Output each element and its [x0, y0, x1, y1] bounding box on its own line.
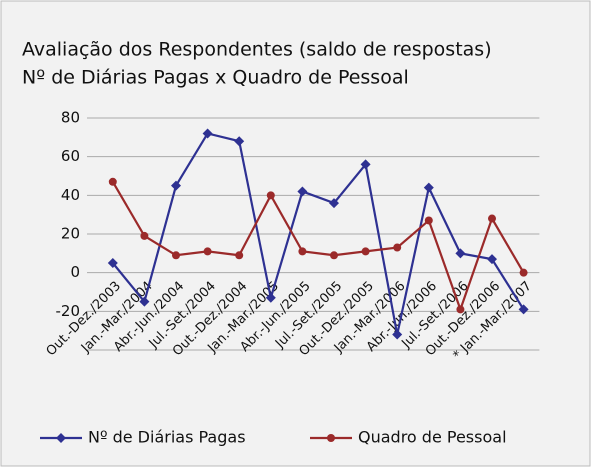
marker: [487, 254, 497, 265]
legend-marker: [327, 434, 335, 442]
marker: [298, 247, 307, 256]
y-tick-label: 20: [61, 225, 80, 243]
marker: [424, 216, 433, 225]
marker: [266, 191, 275, 200]
marker: [140, 231, 149, 240]
marker: [172, 251, 180, 260]
y-tick-label: 40: [61, 186, 80, 204]
marker: [330, 251, 338, 260]
marker: [455, 248, 466, 259]
legend-label: Quadro de Pessoal: [358, 428, 507, 447]
chart-subtitle: Nº de Diárias Pagas x Quadro de Pessoal: [22, 67, 409, 89]
legend-marker: [56, 433, 66, 443]
y-tick-label: 80: [61, 109, 80, 127]
marker: [234, 136, 245, 147]
y-tick-label: 60: [61, 147, 80, 165]
marker: [456, 305, 465, 314]
marker: [139, 296, 150, 307]
series-line: [111, 132, 525, 335]
marker: [488, 214, 496, 223]
marker: [108, 177, 117, 186]
y-tick-label: 0: [70, 263, 80, 281]
marker: [392, 329, 403, 340]
marker: [171, 180, 181, 191]
chart-title: Avaliação dos Respondentes (saldo de res…: [22, 39, 492, 61]
marker: [297, 186, 308, 197]
marker: [423, 182, 434, 193]
y-tick-label: -20: [56, 302, 81, 320]
marker: [518, 304, 529, 315]
marker: [203, 247, 212, 256]
marker: [329, 198, 339, 209]
marker: [265, 292, 276, 303]
marker: [202, 128, 213, 139]
marker: [360, 159, 371, 170]
legend-label: Nº de Diárias Pagas: [88, 428, 246, 447]
marker: [393, 243, 402, 252]
marker: [519, 268, 528, 277]
marker: [107, 258, 118, 268]
series-line: [111, 181, 525, 313]
marker: [235, 251, 244, 260]
marker: [361, 247, 370, 256]
